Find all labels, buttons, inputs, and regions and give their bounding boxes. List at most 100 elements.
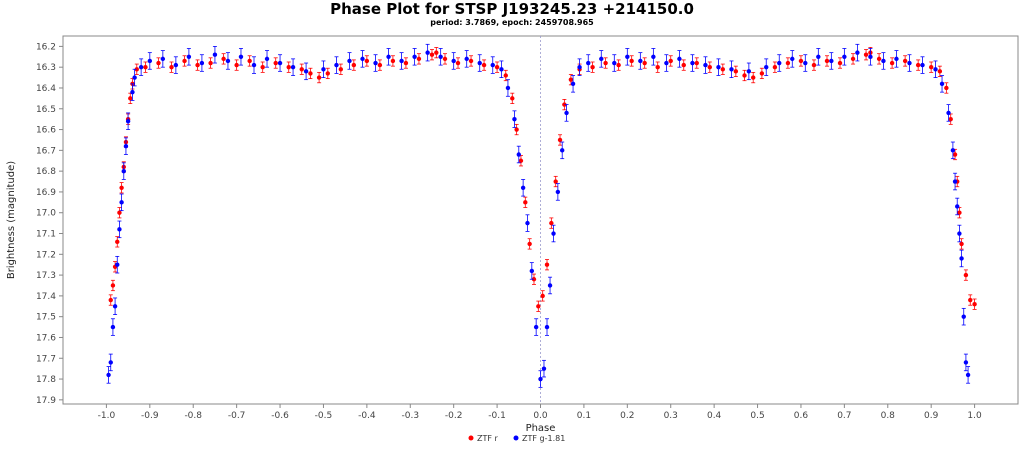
x-tick-label: -0.5	[315, 411, 333, 421]
data-point	[764, 64, 769, 70]
y-tick-label: 17.6	[36, 333, 56, 343]
data-point	[238, 54, 244, 59]
data-point	[955, 204, 960, 209]
data-point	[944, 85, 949, 91]
data-point	[759, 71, 765, 76]
series-0	[108, 47, 977, 312]
y-tick-label: 16.5	[36, 105, 56, 115]
data-point	[549, 220, 554, 226]
data-point	[277, 60, 283, 66]
data-point	[837, 60, 843, 66]
data-point	[221, 56, 226, 62]
data-point	[128, 96, 133, 101]
y-tick-label: 17.7	[36, 354, 56, 364]
data-point	[529, 268, 535, 274]
data-point	[503, 73, 508, 78]
data-point	[824, 58, 830, 64]
data-point	[182, 58, 187, 64]
data-point	[212, 52, 218, 57]
data-point	[442, 56, 448, 62]
data-point	[868, 54, 873, 59]
data-point	[119, 200, 124, 205]
data-point	[156, 60, 161, 66]
y-tick-label: 16.9	[36, 188, 56, 198]
x-tick-label: 0.8	[881, 411, 896, 421]
data-point	[551, 231, 556, 236]
data-point	[950, 148, 956, 153]
data-point	[499, 67, 504, 72]
data-point	[965, 372, 971, 378]
data-point	[907, 60, 912, 66]
data-point	[603, 60, 608, 66]
legend: ZTF r ZTF g-1.81	[468, 434, 565, 443]
data-point	[429, 52, 435, 57]
data-point	[829, 58, 834, 64]
data-point	[742, 73, 747, 78]
data-point	[540, 293, 545, 299]
data-point	[169, 64, 174, 70]
data-point	[729, 67, 734, 72]
data-point	[612, 60, 617, 66]
data-point	[694, 60, 699, 66]
x-tick-label: -0.6	[271, 411, 289, 421]
data-point	[434, 50, 439, 55]
data-point	[957, 210, 962, 215]
data-point	[560, 148, 565, 153]
data-point	[933, 67, 938, 72]
data-point	[373, 60, 378, 66]
data-point	[568, 77, 574, 82]
data-point	[147, 58, 153, 64]
data-point	[557, 137, 563, 143]
data-point	[968, 297, 973, 303]
data-point	[523, 200, 528, 205]
data-point	[143, 64, 148, 70]
data-point	[377, 62, 383, 68]
data-point	[642, 60, 647, 66]
data-point	[746, 69, 752, 74]
data-point	[110, 283, 116, 288]
data-point	[881, 58, 886, 64]
data-point	[803, 60, 808, 66]
data-point	[199, 60, 205, 66]
data-point	[494, 64, 500, 70]
data-point	[842, 54, 847, 59]
data-point	[360, 56, 365, 62]
x-tick-label: 0.9	[924, 411, 939, 421]
data-point	[703, 62, 708, 68]
data-point	[751, 75, 756, 80]
data-point	[616, 62, 621, 68]
x-tick-label: 1.0	[967, 411, 982, 421]
data-point	[403, 60, 409, 66]
data-point	[303, 69, 309, 74]
data-point	[772, 64, 778, 70]
data-point	[963, 360, 969, 365]
data-point	[952, 179, 958, 184]
legend-label: ZTF r	[477, 434, 499, 443]
data-point	[106, 372, 111, 378]
data-point	[225, 58, 231, 64]
x-tick-label: 0.3	[664, 411, 678, 421]
data-point	[186, 54, 192, 59]
data-point	[920, 62, 925, 68]
data-point	[347, 58, 352, 64]
y-tick-label: 17.8	[36, 375, 56, 385]
data-point	[599, 56, 604, 62]
data-point	[590, 64, 595, 70]
data-point	[855, 50, 860, 55]
data-point	[518, 158, 524, 163]
data-point	[915, 62, 921, 68]
data-point	[351, 62, 357, 68]
x-tick-label: 0.6	[794, 411, 809, 421]
x-tick-label: 0.2	[620, 411, 634, 421]
data-point	[338, 67, 344, 72]
y-tick-label: 17.2	[36, 250, 56, 260]
data-point	[112, 304, 118, 309]
x-tick-label: -0.4	[358, 411, 376, 421]
data-point	[939, 81, 945, 87]
data-point	[416, 56, 422, 62]
data-point	[110, 324, 116, 330]
data-point	[115, 239, 120, 245]
data-point	[625, 54, 630, 59]
x-axis-label: Phase	[526, 423, 556, 434]
